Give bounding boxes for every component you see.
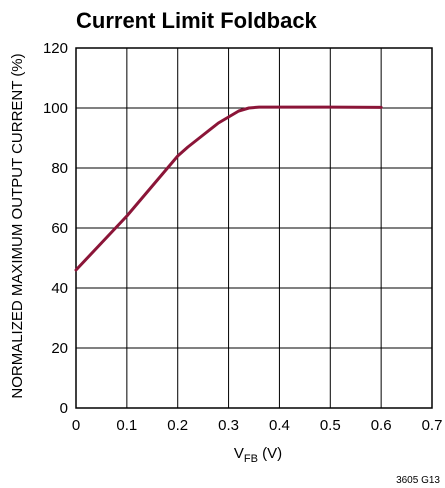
y-tick-label: 100	[43, 100, 68, 117]
figure-id: 3605 G13	[396, 475, 440, 486]
x-tick-label: 0	[72, 417, 80, 434]
x-tick-label: 0.5	[320, 417, 341, 434]
plot-frame	[75, 47, 433, 409]
y-tick-label: 60	[51, 220, 68, 237]
y-tick-label: 40	[51, 280, 68, 297]
x-tick-label: 0.6	[371, 417, 392, 434]
x-tick-label: 0.1	[116, 417, 137, 434]
x-tick-label: 0.2	[167, 417, 188, 434]
series-line	[74, 105, 383, 272]
x-tick-labels: 0 0.1 0.2 0.3 0.4 0.5 0.6 0.7	[72, 417, 443, 434]
x-axis-label: VFB (V)	[234, 445, 282, 465]
y-tick-label: 120	[43, 40, 68, 57]
x-tick-label: 0.4	[269, 417, 290, 434]
chart-title: Current Limit Foldback	[76, 8, 318, 33]
y-tick-label: 80	[51, 160, 68, 177]
y-tick-label: 20	[51, 340, 68, 357]
x-tick-label: 0.3	[218, 417, 239, 434]
x-tick-label: 0.7	[422, 417, 443, 434]
y-axis-label: NORMALIZED MAXIMUM OUTPUT CURRENT (%)	[9, 53, 26, 398]
y-tick-labels: 0 20 40 60 80 100 120	[43, 40, 68, 417]
grid	[76, 48, 432, 408]
y-tick-label: 0	[60, 400, 68, 417]
